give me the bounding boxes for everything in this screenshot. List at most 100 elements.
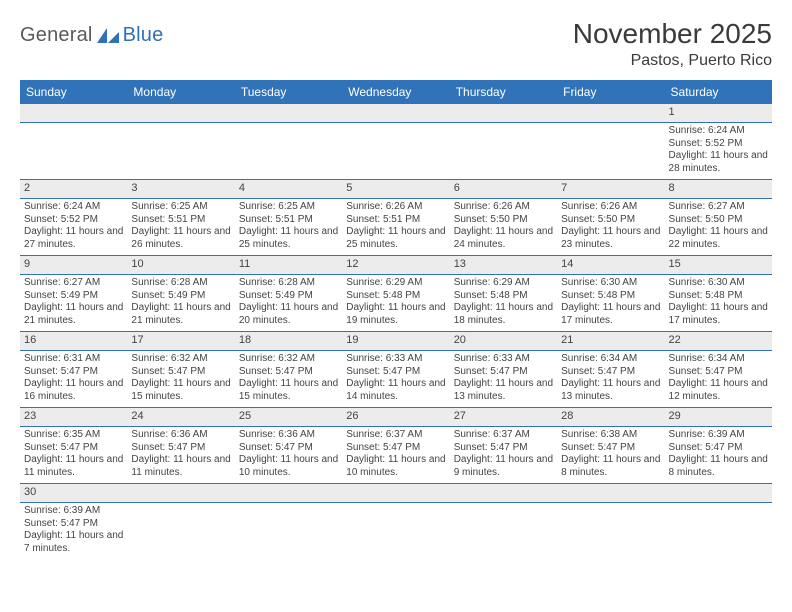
sunrise-text: Sunrise: 6:37 AM (454, 429, 553, 442)
daylight-text: Daylight: 11 hours and 11 minutes. (131, 454, 230, 479)
day-number-cell: 27 (450, 408, 557, 427)
sunrise-text: Sunrise: 6:38 AM (561, 429, 660, 442)
day-detail-cell: Sunrise: 6:25 AMSunset: 5:51 PMDaylight:… (127, 199, 234, 256)
day-number-row: 30 (20, 484, 772, 503)
sunset-text: Sunset: 5:48 PM (669, 290, 768, 303)
sunrise-text: Sunrise: 6:29 AM (454, 277, 553, 290)
day-number-cell: 26 (342, 408, 449, 427)
sunrise-text: Sunrise: 6:29 AM (346, 277, 445, 290)
day-number-cell: 25 (235, 408, 342, 427)
day-number-cell: 3 (127, 180, 234, 199)
daylight-text: Daylight: 11 hours and 12 minutes. (669, 378, 768, 403)
sunrise-text: Sunrise: 6:36 AM (239, 429, 338, 442)
sunrise-text: Sunrise: 6:25 AM (131, 201, 230, 214)
sunrise-text: Sunrise: 6:31 AM (24, 353, 123, 366)
day-number-cell: 17 (127, 332, 234, 351)
daylight-text: Daylight: 11 hours and 17 minutes. (561, 302, 660, 327)
day-number-cell: 10 (127, 256, 234, 275)
daylight-text: Daylight: 11 hours and 14 minutes. (346, 378, 445, 403)
day-number-row: 23242526272829 (20, 408, 772, 427)
day-number-cell: 13 (450, 256, 557, 275)
daylight-text: Daylight: 11 hours and 10 minutes. (346, 454, 445, 479)
day-number-cell (127, 104, 234, 123)
day-detail-cell: Sunrise: 6:29 AMSunset: 5:48 PMDaylight:… (342, 275, 449, 332)
day-number-cell: 28 (557, 408, 664, 427)
day-detail-cell (557, 503, 664, 560)
day-detail-cell (235, 123, 342, 180)
sunset-text: Sunset: 5:47 PM (669, 366, 768, 379)
sunset-text: Sunset: 5:47 PM (454, 442, 553, 455)
day-number-cell: 2 (20, 180, 127, 199)
sunrise-text: Sunrise: 6:27 AM (669, 201, 768, 214)
sunset-text: Sunset: 5:47 PM (239, 442, 338, 455)
day-number-cell: 20 (450, 332, 557, 351)
sunset-text: Sunset: 5:49 PM (239, 290, 338, 303)
day-detail-cell: Sunrise: 6:38 AMSunset: 5:47 PMDaylight:… (557, 427, 664, 484)
daylight-text: Daylight: 11 hours and 25 minutes. (346, 226, 445, 251)
day-detail-row: Sunrise: 6:39 AMSunset: 5:47 PMDaylight:… (20, 503, 772, 560)
day-detail-cell: Sunrise: 6:25 AMSunset: 5:51 PMDaylight:… (235, 199, 342, 256)
daylight-text: Daylight: 11 hours and 28 minutes. (669, 150, 768, 175)
day-detail-cell: Sunrise: 6:30 AMSunset: 5:48 PMDaylight:… (665, 275, 772, 332)
day-number-cell (235, 104, 342, 123)
weekday-header-row: Sunday Monday Tuesday Wednesday Thursday… (20, 80, 772, 104)
day-detail-cell: Sunrise: 6:30 AMSunset: 5:48 PMDaylight:… (557, 275, 664, 332)
sunset-text: Sunset: 5:51 PM (346, 214, 445, 227)
day-detail-cell (665, 503, 772, 560)
sunrise-text: Sunrise: 6:32 AM (131, 353, 230, 366)
sunset-text: Sunset: 5:47 PM (346, 442, 445, 455)
day-number-row: 1 (20, 104, 772, 123)
day-detail-cell (342, 123, 449, 180)
day-detail-row: Sunrise: 6:24 AMSunset: 5:52 PMDaylight:… (20, 199, 772, 256)
sunset-text: Sunset: 5:52 PM (24, 214, 123, 227)
sunrise-text: Sunrise: 6:33 AM (346, 353, 445, 366)
day-number-row: 9101112131415 (20, 256, 772, 275)
daylight-text: Daylight: 11 hours and 26 minutes. (131, 226, 230, 251)
day-number-cell: 11 (235, 256, 342, 275)
sunset-text: Sunset: 5:51 PM (131, 214, 230, 227)
day-detail-cell: Sunrise: 6:32 AMSunset: 5:47 PMDaylight:… (235, 351, 342, 408)
sunrise-text: Sunrise: 6:39 AM (24, 505, 123, 518)
day-number-cell: 21 (557, 332, 664, 351)
sunrise-text: Sunrise: 6:26 AM (561, 201, 660, 214)
day-number-cell (127, 484, 234, 503)
sunrise-text: Sunrise: 6:30 AM (561, 277, 660, 290)
day-detail-cell: Sunrise: 6:27 AMSunset: 5:50 PMDaylight:… (665, 199, 772, 256)
day-detail-cell (235, 503, 342, 560)
sunset-text: Sunset: 5:50 PM (669, 214, 768, 227)
daylight-text: Daylight: 11 hours and 16 minutes. (24, 378, 123, 403)
day-number-cell (450, 484, 557, 503)
sunset-text: Sunset: 5:47 PM (561, 442, 660, 455)
daylight-text: Daylight: 11 hours and 7 minutes. (24, 530, 123, 555)
header: General Blue November 2025 Pastos, Puert… (20, 18, 772, 70)
day-detail-cell: Sunrise: 6:37 AMSunset: 5:47 PMDaylight:… (342, 427, 449, 484)
weekday-header: Wednesday (342, 80, 449, 104)
daylight-text: Daylight: 11 hours and 21 minutes. (24, 302, 123, 327)
day-number-cell: 14 (557, 256, 664, 275)
sunset-text: Sunset: 5:47 PM (669, 442, 768, 455)
day-number-cell: 18 (235, 332, 342, 351)
daylight-text: Daylight: 11 hours and 25 minutes. (239, 226, 338, 251)
sunrise-text: Sunrise: 6:32 AM (239, 353, 338, 366)
logo-word-general: General (20, 24, 93, 47)
day-detail-cell (450, 503, 557, 560)
day-detail-cell (127, 123, 234, 180)
daylight-text: Daylight: 11 hours and 8 minutes. (561, 454, 660, 479)
sunset-text: Sunset: 5:48 PM (561, 290, 660, 303)
day-number-cell: 9 (20, 256, 127, 275)
day-detail-cell: Sunrise: 6:39 AMSunset: 5:47 PMDaylight:… (20, 503, 127, 560)
day-detail-cell: Sunrise: 6:27 AMSunset: 5:49 PMDaylight:… (20, 275, 127, 332)
day-number-cell (342, 104, 449, 123)
day-detail-row: Sunrise: 6:27 AMSunset: 5:49 PMDaylight:… (20, 275, 772, 332)
day-detail-cell (557, 123, 664, 180)
day-detail-cell: Sunrise: 6:26 AMSunset: 5:51 PMDaylight:… (342, 199, 449, 256)
day-detail-cell: Sunrise: 6:24 AMSunset: 5:52 PMDaylight:… (665, 123, 772, 180)
sunrise-text: Sunrise: 6:39 AM (669, 429, 768, 442)
day-detail-cell: Sunrise: 6:26 AMSunset: 5:50 PMDaylight:… (557, 199, 664, 256)
sunset-text: Sunset: 5:47 PM (24, 518, 123, 531)
day-number-cell: 1 (665, 104, 772, 123)
daylight-text: Daylight: 11 hours and 10 minutes. (239, 454, 338, 479)
day-number-cell: 22 (665, 332, 772, 351)
sunset-text: Sunset: 5:48 PM (346, 290, 445, 303)
daylight-text: Daylight: 11 hours and 18 minutes. (454, 302, 553, 327)
